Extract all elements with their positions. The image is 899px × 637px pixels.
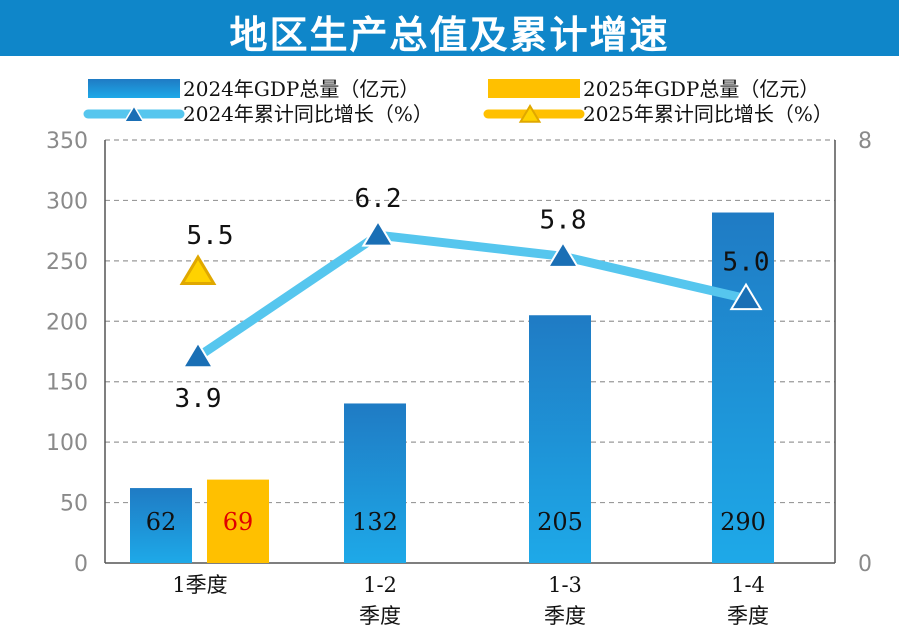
bar-2025	[207, 479, 269, 563]
y-right-tick-label: 0	[858, 552, 872, 577]
legend: 2024年GDP总量（亿元） 2025年GDP总量（亿元） 2024年累计同比增长（…	[83, 77, 833, 126]
legend-label-2024-gdp: 2024年GDP总量（亿元）	[183, 77, 419, 101]
x-tick-label: 季度	[544, 604, 586, 628]
marker-2025	[179, 254, 217, 285]
marker-2024	[361, 219, 395, 247]
y-right-tick-label: 8	[858, 129, 872, 154]
legend-label-2025-gdp: 2025年GDP总量（亿元）	[583, 77, 819, 101]
legend-marker-2025-growth	[518, 104, 542, 123]
x-tick-label: 1季度	[172, 573, 227, 597]
x-tick-label: 1-2	[363, 573, 397, 597]
chart-title: 地区生产总值及累计增速	[229, 13, 670, 57]
legend-swatch-2024-gdp	[88, 79, 180, 98]
y-left-tick-label: 200	[46, 310, 88, 335]
bar-2024	[130, 488, 192, 563]
legend-label-2025-growth: 2025年累计同比增长（%）	[583, 102, 833, 126]
legend-swatch-2025-gdp	[488, 79, 580, 98]
y-left-tick-label: 300	[46, 189, 88, 214]
line-2024-value-label: 5.8	[540, 205, 587, 235]
marker-2024	[181, 340, 215, 369]
y-left-tick-label: 150	[46, 371, 88, 396]
line-2025-value-label: 5.5	[187, 221, 234, 251]
bar-2024	[529, 315, 591, 563]
line-2024-value-label: 3.9	[175, 384, 222, 414]
bar-2024-value-label: 290	[720, 508, 766, 536]
marker-2024	[729, 282, 763, 311]
x-tick-label: 1-4	[731, 573, 765, 597]
legend-marker-2024-growth	[123, 104, 145, 123]
x-tick-label: 季度	[359, 604, 401, 628]
x-tick-label: 季度	[727, 604, 769, 628]
y-left-tick-label: 350	[46, 129, 88, 154]
bar-2024	[344, 403, 406, 563]
lines	[179, 219, 763, 369]
title-banner	[0, 0, 899, 56]
bar-2025-value-label: 69	[223, 508, 254, 536]
y-left-tick-label: 0	[74, 552, 88, 577]
bar-2024-value-label: 132	[352, 508, 398, 536]
line-2024-growth	[193, 230, 751, 362]
line-2024-value-label: 6.2	[355, 184, 402, 214]
data-labels: 62 69 132 205 290 3.9 6.2 5.8 5.0 5.5	[146, 184, 770, 536]
legend-label-2024-growth: 2024年累计同比增长（%）	[183, 102, 433, 126]
y-left-tick-label: 250	[46, 250, 88, 275]
line-2024-value-label: 5.0	[723, 248, 770, 278]
marker-2024	[546, 240, 580, 268]
bar-2024-value-label: 205	[537, 508, 583, 536]
bar-2024	[712, 212, 774, 563]
axes: 0 50 100 150 200 250 300 350 0 8 1季度 1-2 季度 1-3 季度 1-4 季…	[46, 129, 872, 628]
bars	[130, 212, 774, 563]
y-left-tick-label: 50	[60, 492, 88, 517]
x-tick-label: 1-3	[548, 573, 582, 597]
y-left-tick-label: 100	[46, 431, 88, 456]
bar-2024-value-label: 62	[146, 508, 177, 536]
